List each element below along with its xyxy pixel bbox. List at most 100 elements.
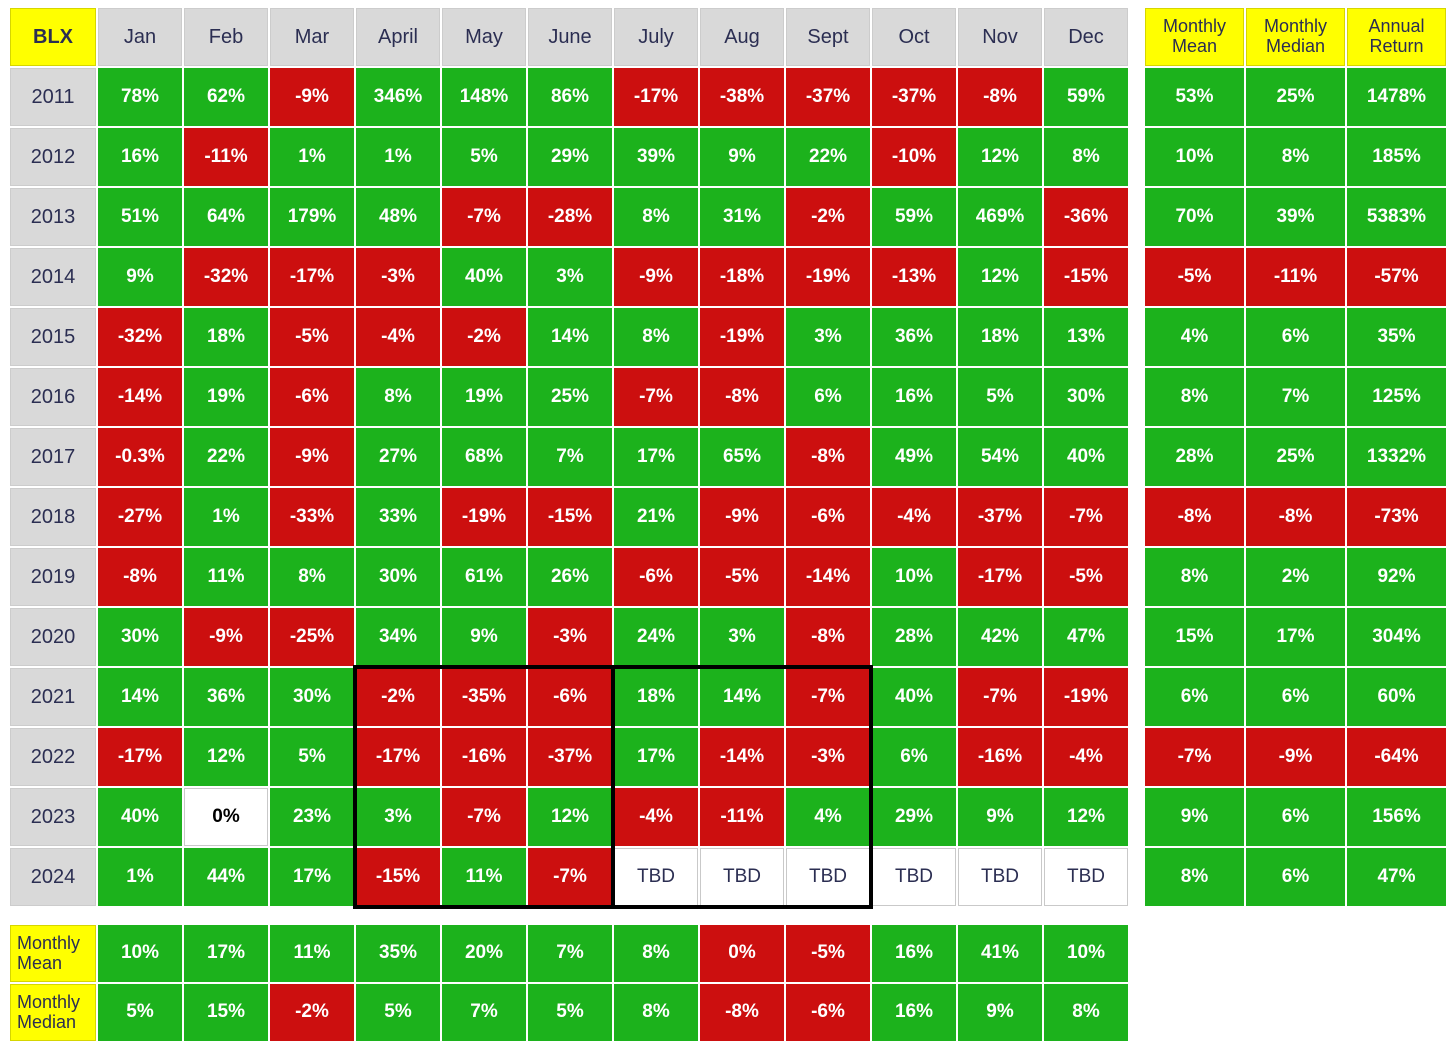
value-cell-2020-mar: -25% [270,608,354,666]
value-cell-2022-aug: -14% [700,728,784,786]
value-cell-2022-june: -37% [528,728,612,786]
summary-header: Monthly Mean [1145,8,1244,66]
value-cell-2011-sept: -37% [786,68,870,126]
footer-cell-monthly-mean-nov: 41% [958,925,1042,982]
footer-cell-monthly-median-mar: -2% [270,984,354,1041]
row-label-2024: 2024 [10,848,96,906]
value-cell-2021-nov: -7% [958,668,1042,726]
value-cell-2013-may: -7% [442,188,526,246]
value-cell-2012-mar: 1% [270,128,354,186]
value-cell-2021-oct: 40% [872,668,956,726]
summary-cell-2023-monthly-median: 6% [1246,788,1345,846]
value-cell-2024-june: -7% [528,848,612,906]
value-cell-2024-july: TBD [614,848,698,906]
value-cell-2017-oct: 49% [872,428,956,486]
value-cell-2017-jan: -0.3% [98,428,182,486]
value-cell-2015-dec: 13% [1044,308,1128,366]
value-cell-2020-oct: 28% [872,608,956,666]
value-cell-2014-oct: -13% [872,248,956,306]
value-cell-2023-jan: 40% [98,788,182,846]
value-cell-2016-nov: 5% [958,368,1042,426]
value-cell-2011-jan: 78% [98,68,182,126]
summary-cell-2014-monthly-mean: -5% [1145,248,1244,306]
column-header-aug: Aug [700,8,784,66]
footer-cell-monthly-median-sept: -6% [786,984,870,1041]
value-cell-2013-april: 48% [356,188,440,246]
column-header-dec: Dec [1044,8,1128,66]
value-cell-2021-april: -2% [356,668,440,726]
value-cell-2012-sept: 22% [786,128,870,186]
value-cell-2017-aug: 65% [700,428,784,486]
value-cell-2011-nov: -8% [958,68,1042,126]
value-cell-2023-mar: 23% [270,788,354,846]
value-cell-2021-sept: -7% [786,668,870,726]
value-cell-2019-feb: 11% [184,548,268,606]
footer-cell-monthly-mean-sept: -5% [786,925,870,982]
row-label-2020: 2020 [10,608,96,666]
value-cell-2016-dec: 30% [1044,368,1128,426]
value-cell-2015-mar: -5% [270,308,354,366]
value-cell-2016-july: -7% [614,368,698,426]
value-cell-2014-july: -9% [614,248,698,306]
value-cell-2021-dec: -19% [1044,668,1128,726]
value-cell-2024-aug: TBD [700,848,784,906]
value-cell-2018-jan: -27% [98,488,182,546]
value-cell-2022-nov: -16% [958,728,1042,786]
value-cell-2011-dec: 59% [1044,68,1128,126]
value-cell-2020-july: 24% [614,608,698,666]
value-cell-2019-mar: 8% [270,548,354,606]
value-cell-2017-april: 27% [356,428,440,486]
value-cell-2023-sept: 4% [786,788,870,846]
value-cell-2016-feb: 19% [184,368,268,426]
footer-label-monthly-median: Monthly Median [10,984,96,1041]
column-header-sept: Sept [786,8,870,66]
row-label-2013: 2013 [10,188,96,246]
footer-cell-monthly-mean-jan: 10% [98,925,182,982]
row-label-2021: 2021 [10,668,96,726]
footer-cell-monthly-mean-aug: 0% [700,925,784,982]
value-cell-2014-may: 40% [442,248,526,306]
value-cell-2016-oct: 16% [872,368,956,426]
summary-cell-2018-annual-return: -73% [1347,488,1446,546]
value-cell-2024-dec: TBD [1044,848,1128,906]
summary-cell-2011-annual-return: 1478% [1347,68,1446,126]
footer-cell-monthly-median-dec: 8% [1044,984,1128,1041]
summary-cell-2014-monthly-median: -11% [1246,248,1345,306]
value-cell-2017-sept: -8% [786,428,870,486]
value-cell-2020-nov: 42% [958,608,1042,666]
value-cell-2013-dec: -36% [1044,188,1128,246]
footer-cell-monthly-median-aug: -8% [700,984,784,1041]
summary-cell-2012-monthly-median: 8% [1246,128,1345,186]
value-cell-2013-july: 8% [614,188,698,246]
value-cell-2015-june: 14% [528,308,612,366]
value-cell-2012-feb: -11% [184,128,268,186]
footer-cell-monthly-median-nov: 9% [958,984,1042,1041]
value-cell-2012-nov: 12% [958,128,1042,186]
value-cell-2024-april: -15% [356,848,440,906]
row-label-2012: 2012 [10,128,96,186]
value-cell-2023-oct: 29% [872,788,956,846]
value-cell-2011-feb: 62% [184,68,268,126]
summary-cell-2013-monthly-mean: 70% [1145,188,1244,246]
value-cell-2022-july: 17% [614,728,698,786]
summary-cell-2021-annual-return: 60% [1347,668,1446,726]
value-cell-2015-aug: -19% [700,308,784,366]
value-cell-2015-july: 8% [614,308,698,366]
value-cell-2017-june: 7% [528,428,612,486]
value-cell-2022-mar: 5% [270,728,354,786]
summary-cell-2024-annual-return: 47% [1347,848,1446,906]
value-cell-2019-aug: -5% [700,548,784,606]
summary-cell-2023-monthly-mean: 9% [1145,788,1244,846]
footer-cell-monthly-mean-june: 7% [528,925,612,982]
summary-cell-2018-monthly-median: -8% [1246,488,1345,546]
summary-cell-2011-monthly-median: 25% [1246,68,1345,126]
row-label-2011: 2011 [10,68,96,126]
summary-cell-2012-monthly-mean: 10% [1145,128,1244,186]
column-header-feb: Feb [184,8,268,66]
row-label-2019: 2019 [10,548,96,606]
value-cell-2018-mar: -33% [270,488,354,546]
summary-cell-2020-monthly-median: 17% [1246,608,1345,666]
value-cell-2022-may: -16% [442,728,526,786]
summary-cell-2015-monthly-median: 6% [1246,308,1345,366]
value-cell-2024-may: 11% [442,848,526,906]
